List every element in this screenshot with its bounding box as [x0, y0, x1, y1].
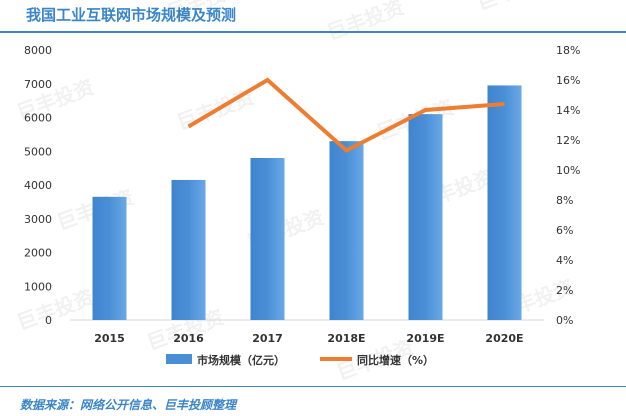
y-tick-label: 0 [45, 314, 52, 327]
y-tick-label: 7000 [24, 78, 52, 91]
bar [92, 196, 127, 320]
y2-tick-label: 12% [556, 134, 580, 147]
growth-line [187, 77, 505, 153]
x-tick-label: 2017 [252, 332, 283, 345]
y-tick-label: 3000 [24, 213, 52, 226]
y2-tick-label: 16% [556, 74, 580, 87]
chart-axes: 0 1000 2000 3000 4000 5000 6000 7000 8000 0% 2% 4% 6… [24, 44, 580, 345]
watermark-text: 巨丰投资 [164, 0, 247, 25]
y2-tick-label: 18% [556, 44, 580, 57]
bar [171, 179, 206, 320]
bar [487, 85, 522, 320]
x-tick-label: 2015 [94, 332, 125, 345]
y-tick-label: 6000 [24, 112, 52, 125]
footer-divider [0, 386, 626, 387]
y2-tick-label: 6% [556, 224, 573, 237]
y-tick-label: 1000 [24, 280, 52, 293]
y-tick-label: 5000 [24, 145, 52, 158]
chart-legend: 市场规模（亿元） 同比增速（%） [166, 353, 434, 367]
x-tick-label: 2016 [173, 332, 204, 345]
x-tick-label: 2018E [327, 332, 365, 345]
y2-tick-label: 10% [556, 164, 580, 177]
y2-tick-label: 2% [556, 284, 573, 297]
y2-tick-label: 4% [556, 254, 573, 267]
chart-canvas: 巨丰投资巨丰投资巨丰投资巨丰投资巨丰投资巨丰投资巨丰投资巨丰投资巨丰投资巨丰投资… [14, 0, 581, 385]
y2-tick-label: 8% [556, 194, 573, 207]
watermark-text: 巨丰投资 [324, 0, 407, 45]
legend-label-bar: 市场规模（亿元） [197, 353, 285, 367]
line-series [187, 77, 505, 153]
legend-swatch-bar [166, 354, 192, 364]
bar [408, 114, 443, 320]
y-tick-label: 2000 [24, 247, 52, 260]
data-source-note: 数据来源：网络公开信息、巨丰投顾整理 [20, 398, 237, 412]
bar [329, 141, 364, 320]
y-tick-label: 8000 [24, 44, 52, 57]
bar-series [92, 85, 522, 320]
chart-title: 我国工业互联网市场规模及预测 [26, 6, 237, 24]
legend-label-line: 同比增速（%） [357, 353, 434, 367]
bar [250, 158, 285, 320]
y-tick-label: 4000 [24, 179, 52, 192]
x-tick-label: 2020E [485, 332, 523, 345]
watermark-text: 巨丰投资 [474, 0, 557, 15]
x-tick-label: 2019E [406, 332, 444, 345]
y2-tick-label: 14% [556, 104, 580, 117]
y2-tick-label: 0% [556, 314, 573, 327]
title-divider [0, 31, 626, 33]
